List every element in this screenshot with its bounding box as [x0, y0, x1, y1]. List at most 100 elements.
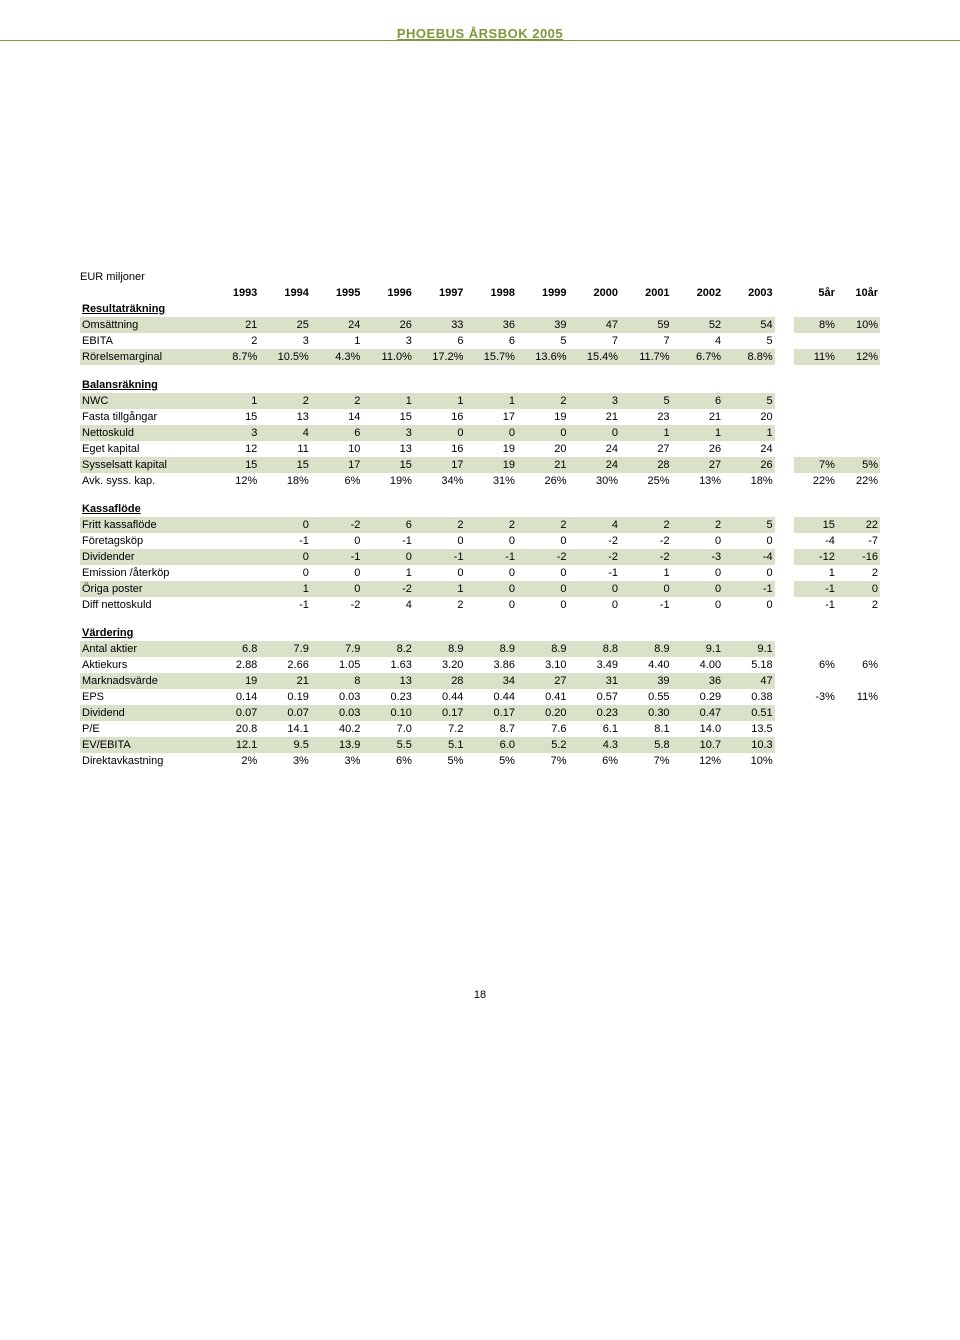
- table-cell: 8.8: [569, 641, 621, 657]
- table-cell: 47: [569, 317, 621, 333]
- table-cell: -2: [517, 549, 569, 565]
- table-cell: 0.30: [620, 705, 672, 721]
- section-title: Kassaflöde: [80, 501, 208, 517]
- table-cell: 1: [620, 565, 672, 581]
- summary-cell: [794, 721, 837, 737]
- table-cell: 26: [723, 457, 775, 473]
- table-cell: 0: [259, 565, 311, 581]
- table-cell: 13%: [672, 473, 724, 489]
- table-cell: 24: [311, 317, 363, 333]
- table-cell: 5: [517, 333, 569, 349]
- table-cell: 7: [569, 333, 621, 349]
- row-label: Diff nettoskuld: [80, 597, 208, 613]
- table-cell: 4.40: [620, 657, 672, 673]
- table-cell: 0: [465, 565, 517, 581]
- section-blank: [465, 501, 517, 517]
- table-cell: 0.44: [414, 689, 466, 705]
- section-blank: [362, 625, 414, 641]
- table-row: Fasta tillgångar1513141516171921232120: [80, 409, 880, 425]
- table-cell: 1: [414, 393, 466, 409]
- table-cell: 19: [517, 409, 569, 425]
- table-cell: 0.03: [311, 705, 363, 721]
- summary-header: 5år: [794, 285, 837, 301]
- section-blank: [414, 301, 466, 317]
- table-cell: 15: [362, 409, 414, 425]
- gap-cell: [775, 721, 794, 737]
- table-cell: 8.1: [620, 721, 672, 737]
- section-blank: [775, 625, 794, 641]
- row-label: Emission /återköp: [80, 565, 208, 581]
- table-cell: 26%: [517, 473, 569, 489]
- section-title: Balansräkning: [80, 377, 208, 393]
- summary-cell: [794, 737, 837, 753]
- year-header: 1994: [259, 285, 311, 301]
- year-header: 2000: [569, 285, 621, 301]
- table-cell: 0: [517, 581, 569, 597]
- summary-cell: 10%: [837, 317, 880, 333]
- table-cell: 21: [208, 317, 260, 333]
- row-label: Öriga poster: [80, 581, 208, 597]
- section-blank: [620, 301, 672, 317]
- section-title: Resultaträkning: [80, 301, 208, 317]
- table-cell: 6.1: [569, 721, 621, 737]
- section-blank: [517, 301, 569, 317]
- row-label: Avk. syss. kap.: [80, 473, 208, 489]
- table-cell: 2: [414, 517, 466, 533]
- section-blank: [569, 301, 621, 317]
- table-row: Direktavkastning2%3%3%6%5%5%7%6%7%12%10%: [80, 753, 880, 769]
- summary-cell: [837, 721, 880, 737]
- table-cell: 2: [465, 517, 517, 533]
- gap-cell: [775, 425, 794, 441]
- table-cell: 2: [208, 333, 260, 349]
- gap-cell: [775, 349, 794, 365]
- spacer-cell: [80, 489, 880, 501]
- spacer-row: [80, 365, 880, 377]
- table-cell: 6%: [569, 753, 621, 769]
- section-blank: [311, 501, 363, 517]
- summary-cell: -4: [794, 533, 837, 549]
- table-cell: 0.55: [620, 689, 672, 705]
- table-cell: 10%: [723, 753, 775, 769]
- summary-cell: [837, 737, 880, 753]
- table-cell: 20: [723, 409, 775, 425]
- table-cell: 0: [569, 597, 621, 613]
- summary-cell: 11%: [837, 689, 880, 705]
- table-cell: 0: [569, 581, 621, 597]
- summary-cell: [794, 425, 837, 441]
- table-cell: -2: [311, 597, 363, 613]
- table-cell: 14.0: [672, 721, 724, 737]
- table-cell: 1: [414, 581, 466, 597]
- table-cell: 4: [569, 517, 621, 533]
- table-cell: 6.0: [465, 737, 517, 753]
- table-cell: 25%: [620, 473, 672, 489]
- table-cell: -2: [362, 581, 414, 597]
- row-label: Aktiekurs: [80, 657, 208, 673]
- table-cell: 27: [620, 441, 672, 457]
- table-cell: 8.8%: [723, 349, 775, 365]
- row-label: Marknadsvärde: [80, 673, 208, 689]
- table-cell: 5: [723, 333, 775, 349]
- table-cell: 4.3: [569, 737, 621, 753]
- row-label: EPS: [80, 689, 208, 705]
- table-cell: -2: [620, 549, 672, 565]
- row-label: Eget kapital: [80, 441, 208, 457]
- section-blank: [208, 625, 260, 641]
- content-area: EUR miljoner 199319941995199619971998199…: [0, 41, 960, 769]
- summary-cell: 0: [837, 581, 880, 597]
- gap-cell: [775, 581, 794, 597]
- table-cell: 7.9: [259, 641, 311, 657]
- summary-cell: [794, 705, 837, 721]
- year-header: 1995: [311, 285, 363, 301]
- table-row: P/E20.814.140.27.07.28.77.66.18.114.013.…: [80, 721, 880, 737]
- section-blank: [620, 501, 672, 517]
- table-cell: 6.7%: [672, 349, 724, 365]
- gap-cell: [775, 641, 794, 657]
- section-blank: [414, 501, 466, 517]
- table-cell: 0: [517, 597, 569, 613]
- table-row: EBITA23136657745: [80, 333, 880, 349]
- table-cell: 2: [672, 517, 724, 533]
- table-cell: 5%: [414, 753, 466, 769]
- table-cell: 0.19: [259, 689, 311, 705]
- table-cell: 52: [672, 317, 724, 333]
- table-cell: -2: [569, 549, 621, 565]
